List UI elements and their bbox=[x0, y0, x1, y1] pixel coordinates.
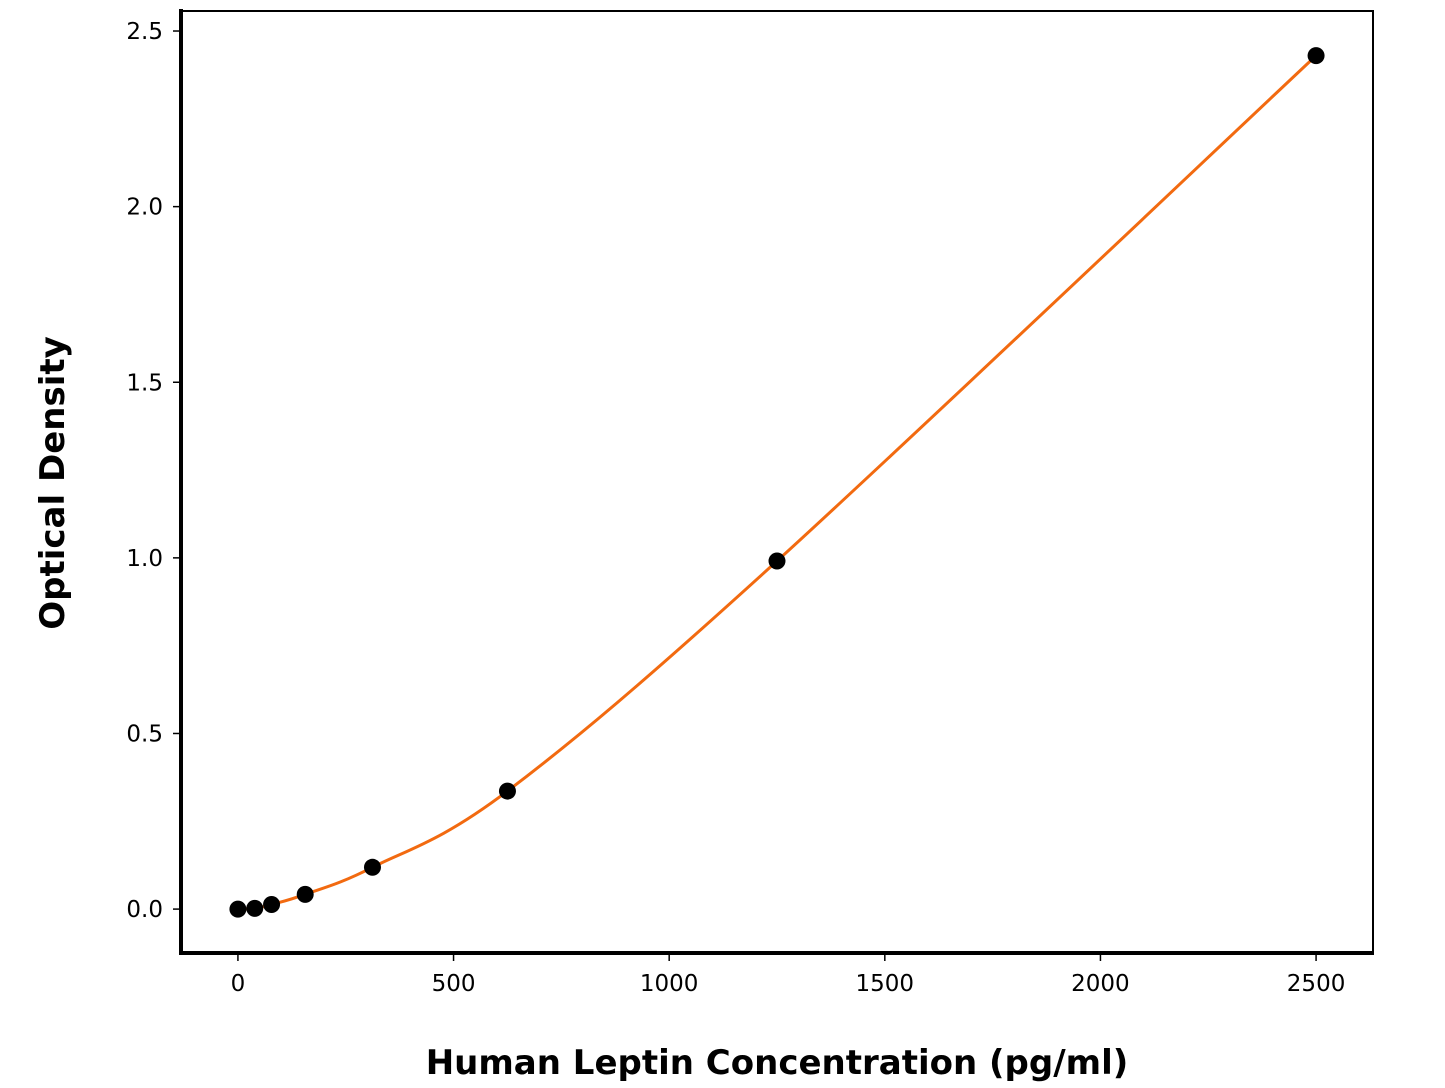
data-point bbox=[246, 899, 264, 917]
y-tick-label: 1.0 bbox=[126, 546, 163, 572]
x-tick-label: 1500 bbox=[856, 971, 915, 997]
y-tick-label: 2.0 bbox=[126, 195, 163, 221]
x-tick-label: 0 bbox=[231, 971, 246, 997]
x-tick-label: 1000 bbox=[640, 971, 699, 997]
data-point bbox=[263, 896, 281, 914]
x-axis-label: Human Leptin Concentration (pg/ml) bbox=[426, 1043, 1129, 1083]
x-tick-label: 2000 bbox=[1071, 971, 1130, 997]
data-point bbox=[363, 858, 381, 876]
plot-frame bbox=[180, 10, 1374, 954]
y-tick-label: 0.5 bbox=[126, 721, 163, 747]
fit-curve bbox=[237, 54, 1318, 911]
y-tick-label: 2.5 bbox=[126, 19, 163, 45]
y-tick-label: 1.5 bbox=[126, 370, 163, 396]
x-tick-label: 2500 bbox=[1287, 971, 1346, 997]
data-point bbox=[768, 552, 786, 570]
y-axis-label: Optical Density bbox=[33, 336, 73, 630]
data-point bbox=[229, 900, 247, 918]
data-point bbox=[1307, 47, 1325, 65]
x-tick-label: 500 bbox=[432, 971, 476, 997]
data-point bbox=[296, 885, 314, 903]
y-tick-label: 0.0 bbox=[126, 897, 163, 923]
data-point bbox=[498, 782, 516, 800]
